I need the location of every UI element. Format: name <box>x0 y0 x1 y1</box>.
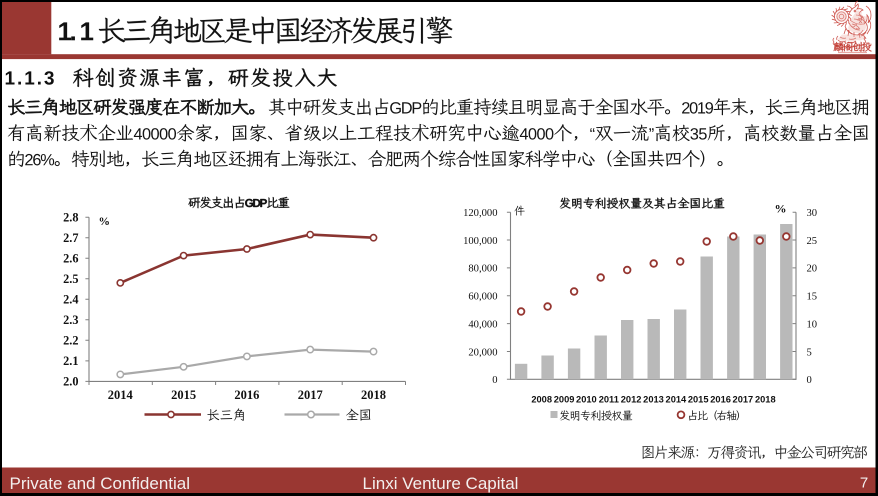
svg-text:60,000: 60,000 <box>468 292 497 303</box>
svg-text:20: 20 <box>807 264 818 275</box>
svg-text:2015: 2015 <box>171 388 196 402</box>
svg-text:%: % <box>99 216 111 228</box>
svg-text:40,000: 40,000 <box>468 319 497 330</box>
svg-text:2018: 2018 <box>755 395 776 405</box>
svg-text:2014: 2014 <box>666 395 688 405</box>
svg-text:2017: 2017 <box>733 395 754 405</box>
svg-text:2.4: 2.4 <box>63 293 78 307</box>
svg-text:5: 5 <box>807 347 812 358</box>
svg-text:2011: 2011 <box>599 395 619 405</box>
svg-text:0: 0 <box>807 375 812 386</box>
svg-text:2.8: 2.8 <box>63 210 78 224</box>
svg-text:2012: 2012 <box>621 395 642 405</box>
svg-text:2009: 2009 <box>554 395 575 405</box>
svg-text:15: 15 <box>807 292 818 303</box>
svg-text:2.3: 2.3 <box>63 313 78 327</box>
svg-text:Linxi Venture Capital: Linxi Venture Capital <box>363 474 519 493</box>
svg-text:30: 30 <box>807 208 818 219</box>
svg-text:7: 7 <box>860 475 868 492</box>
svg-text:%: % <box>775 202 787 216</box>
svg-text:2.2: 2.2 <box>63 334 78 348</box>
svg-text:2016: 2016 <box>234 388 259 402</box>
svg-text:2.5: 2.5 <box>63 272 78 286</box>
svg-text:120,000: 120,000 <box>463 208 497 219</box>
svg-text:2014: 2014 <box>108 388 134 402</box>
svg-text:100,000: 100,000 <box>463 236 497 247</box>
svg-text:2010: 2010 <box>576 395 597 405</box>
svg-text:2013: 2013 <box>643 395 664 405</box>
svg-text:25: 25 <box>807 236 818 247</box>
svg-text:2.6: 2.6 <box>63 251 78 265</box>
svg-text:2017: 2017 <box>298 388 323 402</box>
svg-text:80,000: 80,000 <box>468 264 497 275</box>
svg-text:2.0: 2.0 <box>63 375 78 389</box>
svg-text:2018: 2018 <box>361 388 386 402</box>
svg-text:2016: 2016 <box>710 395 731 405</box>
svg-text:10: 10 <box>807 319 818 330</box>
svg-text:20,000: 20,000 <box>468 347 497 358</box>
svg-text:2.7: 2.7 <box>63 231 78 245</box>
svg-text:Private and Confidential: Private and Confidential <box>10 474 191 493</box>
svg-text:2015: 2015 <box>688 395 709 405</box>
svg-text:2008: 2008 <box>531 395 552 405</box>
svg-text:2.1: 2.1 <box>63 354 78 368</box>
svg-text:0: 0 <box>492 375 497 386</box>
